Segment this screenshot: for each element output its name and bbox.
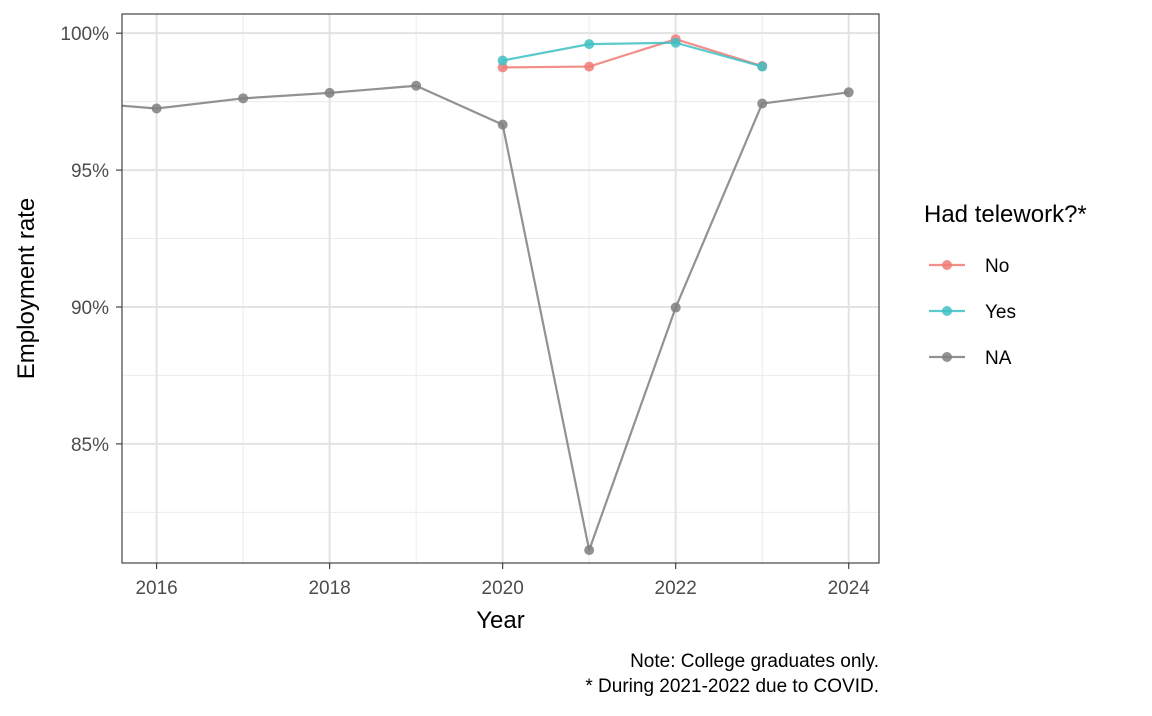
data-point-yes — [497, 55, 508, 66]
data-point-na — [757, 98, 768, 109]
legend-key-point — [942, 352, 952, 362]
x-axis-title: Year — [476, 607, 525, 634]
caption-note-line: Note: College graduates only. — [630, 651, 879, 672]
x-tick-label: 2024 — [828, 578, 871, 599]
legend-key-point — [942, 260, 952, 270]
data-point-na — [584, 545, 595, 556]
series-layer — [122, 34, 854, 556]
y-tick-label: 95% — [71, 161, 109, 182]
y-axis-title: Employment rate — [13, 198, 40, 379]
x-tick-label: 2022 — [655, 578, 697, 599]
data-point-na — [324, 87, 335, 98]
legend-label: Yes — [985, 302, 1016, 323]
legend-key-point — [942, 306, 952, 316]
series-line-na — [122, 84, 849, 552]
legend-item-na: NA — [929, 348, 1012, 369]
y-tick-label: 100% — [60, 24, 109, 45]
data-point-yes — [757, 61, 768, 72]
y-tick-label: 85% — [71, 435, 109, 456]
data-point-yes — [584, 39, 595, 50]
data-point-na — [411, 80, 422, 91]
data-point-na — [497, 119, 508, 130]
data-point-no — [584, 61, 595, 72]
legend-title: Had telework?* — [924, 201, 1087, 228]
legend-item-yes: Yes — [929, 302, 1016, 323]
data-point-no — [497, 62, 508, 73]
x-tick-label: 2020 — [482, 578, 524, 599]
series-line-yes — [502, 41, 763, 68]
x-tick-label: 2018 — [308, 578, 350, 599]
series-yes — [497, 37, 768, 72]
legend-label: NA — [985, 348, 1012, 369]
data-point-na — [843, 87, 854, 98]
x-tick-label: 2016 — [135, 578, 177, 599]
series-na — [122, 80, 854, 556]
caption-note-line: * During 2021-2022 due to COVID. — [585, 676, 879, 697]
data-point-na — [151, 103, 162, 114]
grid-layer — [122, 14, 879, 563]
legend: Had telework?* No Yes NA — [924, 201, 1087, 369]
series-line-no — [502, 38, 763, 69]
data-point-yes — [670, 37, 681, 48]
legend-item-no: No — [929, 256, 1009, 277]
axis-layer: 2016 2018 2020 2022 2024 85% 90% 95% 100% — [60, 24, 870, 599]
y-tick-label: 90% — [71, 298, 109, 319]
data-point-na — [238, 93, 249, 104]
data-point-na — [670, 302, 681, 313]
plot-panel-border — [121, 13, 880, 564]
legend-label: No — [985, 256, 1009, 277]
